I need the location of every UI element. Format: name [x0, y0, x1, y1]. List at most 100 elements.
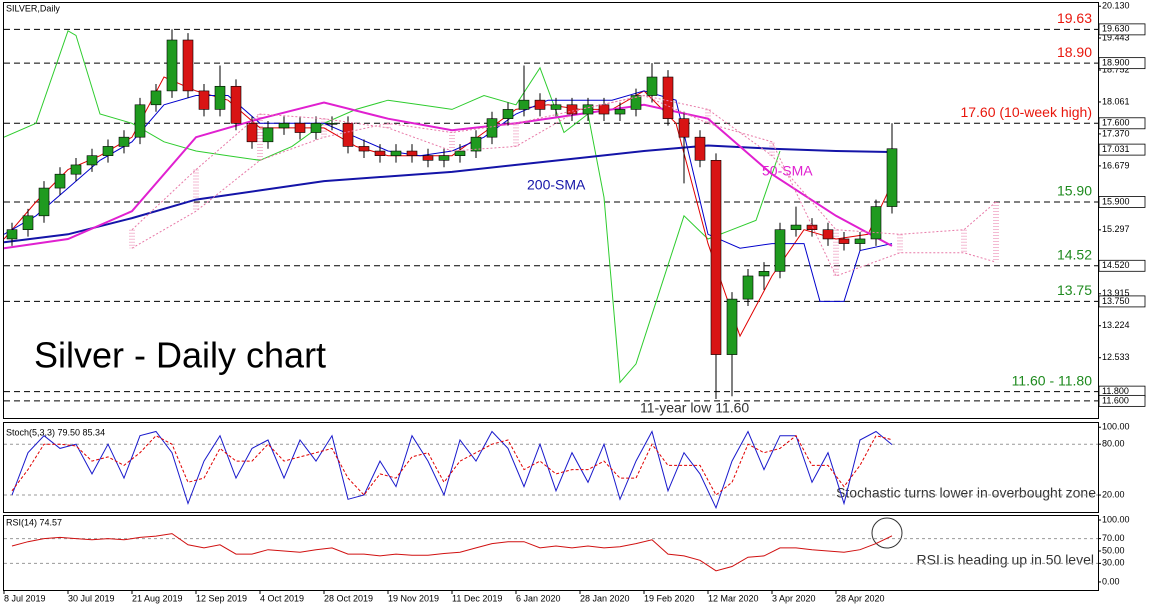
- candle-body: [614, 109, 626, 115]
- price-marker: [1098, 57, 1146, 70]
- x-tick-label: 4 Oct 2019: [260, 593, 304, 603]
- candle-body: [22, 215, 34, 231]
- chart-title: SILVER,Daily: [6, 3, 60, 13]
- x-tick-label: 3 Apr 2020: [772, 593, 816, 603]
- x-tick-label: 28 Jan 2020: [580, 593, 630, 603]
- candle-body: [294, 122, 306, 133]
- candle-body: [406, 150, 418, 156]
- candle-body: [806, 224, 818, 231]
- candle-body: [390, 150, 402, 156]
- candle-body: [534, 99, 546, 110]
- candle-body: [374, 150, 386, 156]
- candle-body: [726, 298, 738, 355]
- series-line: [4, 144, 893, 244]
- candle-body: [582, 104, 594, 115]
- highlight-circle: [871, 517, 903, 549]
- y-tick-label: 13.915: [1102, 288, 1130, 298]
- candle-body: [86, 155, 98, 166]
- level-label: 19.63: [1057, 10, 1092, 26]
- candle-body: [358, 146, 370, 152]
- x-tick-label: 11 Dec 2019: [452, 593, 502, 603]
- x-tick-label: 30 Jul 2019: [68, 593, 115, 603]
- x-tick-label: 21 Aug 2019: [132, 593, 183, 603]
- series-line: [11, 430, 893, 510]
- y-tick-label: 12.533: [1102, 352, 1130, 362]
- rsi-title: RSI(14) 74.57: [6, 517, 62, 527]
- series-line: [4, 101, 893, 250]
- series-line: [4, 30, 781, 384]
- y-tick-label: 13.224: [1102, 320, 1130, 330]
- candle-body: [822, 229, 834, 240]
- price-marker: [1098, 196, 1146, 208]
- candle-body: [598, 104, 610, 115]
- y-tick-label: 16.679: [1102, 160, 1130, 170]
- price-marker: [1098, 295, 1146, 308]
- series-line: [11, 533, 893, 572]
- price-marker-label: 17.031: [1102, 144, 1130, 154]
- candle-body: [742, 275, 754, 300]
- y-tick-label: 0.00: [1102, 576, 1120, 586]
- series-label: 50-SMA: [762, 163, 813, 179]
- stoch-panel-frame: [3, 422, 1099, 513]
- candle-body: [262, 127, 274, 143]
- chart-heading: Silver - Daily chart: [34, 335, 326, 376]
- series-line: [11, 434, 893, 496]
- candle-body: [438, 155, 450, 161]
- x-tick-label: 28 Oct 2019: [324, 593, 373, 603]
- x-tick-label: 8 Jul 2019: [4, 593, 46, 603]
- x-tick-label: 6 Jan 2020: [516, 593, 561, 603]
- candle-body: [182, 39, 194, 92]
- price-marker-label: 13.750: [1102, 296, 1130, 306]
- candle-body: [134, 104, 146, 138]
- y-tick-label: 20.00: [1102, 489, 1125, 499]
- y-tick-label: 70.00: [1102, 533, 1125, 543]
- candle-body: [102, 146, 114, 156]
- candle-body: [678, 118, 690, 138]
- y-tick-label: 18.061: [1102, 96, 1130, 106]
- plot-area: [4, 533, 1098, 572]
- candle-body: [150, 90, 162, 106]
- price-marker-label: 14.520: [1102, 260, 1130, 270]
- candle-body: [70, 164, 82, 175]
- candle-body: [550, 104, 562, 110]
- candle-body: [502, 109, 514, 119]
- price-marker-label: 17.600: [1102, 118, 1130, 128]
- price-marker-label: 18.900: [1102, 58, 1130, 68]
- annotation: Stochastic turns lower in overbought zon…: [836, 485, 1096, 501]
- main-panel-frame: [3, 2, 1099, 419]
- series-label: 200-SMA: [527, 177, 586, 193]
- candle-body: [118, 136, 130, 147]
- annotation: RSI is heading up in 50 level: [917, 552, 1094, 568]
- price-marker: [1098, 394, 1146, 407]
- candle-body: [6, 229, 18, 240]
- price-marker-label: 11.800: [1102, 386, 1129, 396]
- y-tick-label: 50.00: [1102, 545, 1125, 555]
- cloud-edge: [131, 94, 997, 235]
- candle-body: [470, 136, 482, 152]
- level-label: 15.90: [1057, 183, 1092, 199]
- candle-body: [854, 238, 866, 244]
- candle-body: [486, 118, 498, 138]
- candle-body: [310, 122, 322, 133]
- plot-area: [4, 28, 1098, 402]
- candle-body: [630, 95, 642, 110]
- annotation: 11-year low 11.60: [640, 400, 749, 416]
- candle-body: [774, 229, 786, 272]
- y-tick-label: 20.130: [1102, 1, 1130, 11]
- plot-area: [4, 430, 1098, 510]
- candle-body: [454, 150, 466, 156]
- candle-body: [694, 136, 706, 161]
- candle-body: [566, 104, 578, 115]
- y-tick-label: 30.00: [1102, 558, 1125, 568]
- candle-body: [518, 99, 530, 110]
- level-label: 17.60 (10-week high): [960, 104, 1092, 120]
- x-tick-label: 28 Apr 2020: [836, 593, 885, 603]
- y-tick-label: 100.00: [1102, 422, 1130, 432]
- cloud-edge: [131, 94, 997, 277]
- candle-body: [246, 122, 258, 143]
- price-marker: [1098, 117, 1146, 130]
- price-marker: [1098, 143, 1146, 156]
- price-marker: [1098, 259, 1146, 272]
- price-marker-label: 15.900: [1102, 196, 1130, 206]
